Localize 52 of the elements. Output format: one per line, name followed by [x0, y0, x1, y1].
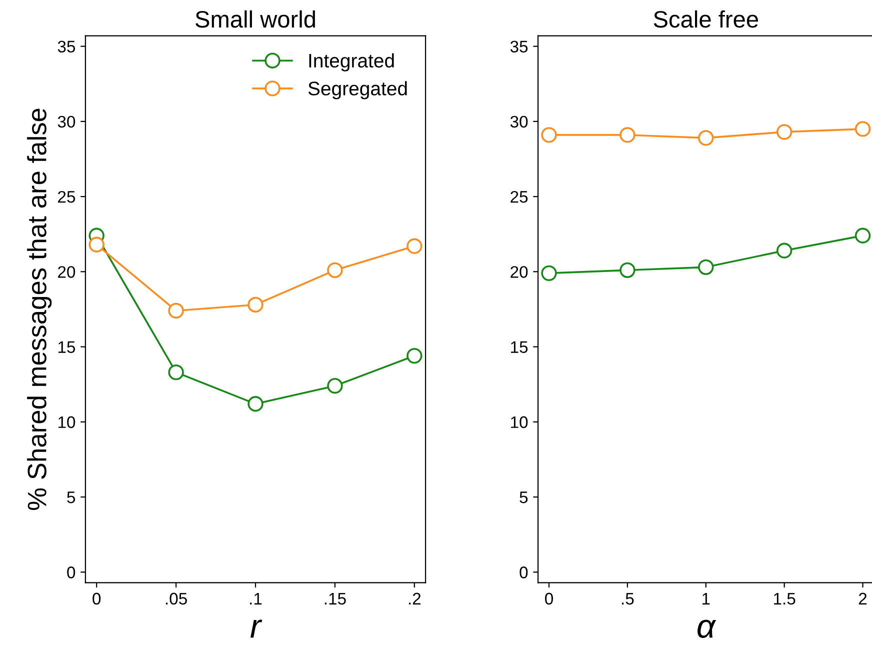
point [88, 236, 104, 252]
point [248, 296, 264, 313]
point [854, 121, 871, 137]
x-tick-label: 1 [702, 592, 710, 604]
x-tick-label: .15 [324, 592, 346, 605]
y-tick-label: 10 [511, 416, 528, 428]
point [620, 262, 636, 278]
x-tick-label: 0 [92, 592, 101, 605]
y-tick-label: 0 [520, 566, 528, 578]
y-tick-label: 35 [510, 40, 528, 53]
point [327, 378, 343, 394]
y-tick-label: 30 [510, 116, 528, 128]
point [620, 127, 636, 143]
legend-label: Integrated [309, 53, 394, 72]
x-tick-label: .2 [408, 592, 421, 604]
point [698, 259, 714, 276]
point [406, 348, 422, 364]
x-axis-title: α [698, 620, 716, 638]
y-tick-label: 35 [58, 40, 76, 53]
y-tick-label: 20 [58, 266, 76, 278]
x-tick-label: 0 [545, 592, 553, 605]
legend-label: Segregated [308, 81, 407, 100]
point [776, 242, 792, 258]
x-axis-title: r [250, 620, 262, 638]
point [854, 228, 871, 244]
point [406, 238, 422, 254]
y-axis-title: % Shared messages that are false [27, 108, 52, 510]
x-tick-label: 2 [858, 592, 867, 604]
point [168, 302, 184, 319]
point [698, 130, 714, 146]
y-tick-label: 10 [58, 416, 76, 428]
x-tick-label: .1 [250, 592, 262, 604]
y-tick-label: 25 [58, 190, 76, 203]
point [327, 262, 343, 278]
point [541, 127, 557, 143]
point [776, 124, 792, 140]
x-tick-label: .5 [622, 592, 634, 605]
x-tick-label: 1.5 [774, 592, 796, 605]
chart-title: Scale free [654, 10, 758, 28]
y-tick-label: 15 [511, 341, 528, 353]
chart-title: Small world [196, 10, 315, 28]
x-tick-label: .05 [166, 592, 187, 605]
y-tick-label: 20 [510, 266, 528, 278]
point [541, 265, 557, 282]
y-tick-label: 25 [510, 190, 528, 203]
y-tick-label: 15 [58, 341, 76, 353]
point [248, 396, 264, 412]
y-tick-label: 30 [58, 116, 76, 128]
y-tick-label: 0 [67, 566, 76, 578]
point [168, 364, 184, 380]
y-tick-label: 5 [67, 492, 76, 504]
y-tick-label: 5 [520, 492, 528, 504]
